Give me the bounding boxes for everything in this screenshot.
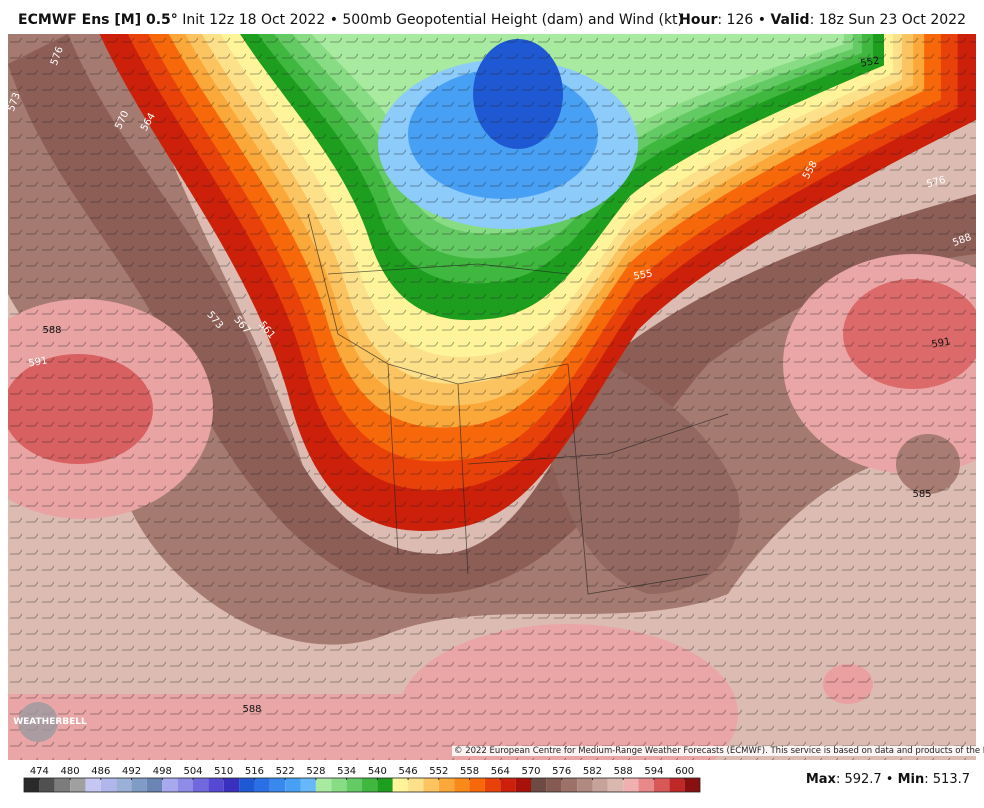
colorbar-label: 510 [214, 766, 233, 777]
colorbar-swatch [162, 778, 178, 792]
colorbar-label: 594 [644, 766, 663, 777]
colorbar-swatch [561, 778, 578, 792]
copyright: © 2022 European Centre for Medium-Range … [452, 746, 984, 756]
min-value: : 513.7 [924, 772, 970, 787]
wind-barbs [8, 34, 976, 760]
colorbar-swatch [638, 778, 654, 792]
colorbar-label: 552 [429, 766, 448, 777]
colorbar-label: 474 [30, 766, 49, 777]
contour-label: 591 [28, 355, 49, 369]
contour-label: 588 [242, 704, 261, 715]
colorbar-swatch [592, 778, 608, 792]
colorbar-frame [23, 777, 701, 793]
colorbar-label: 528 [306, 766, 325, 777]
logo: WEATHERBELL [13, 717, 87, 727]
colorbar-swatch [362, 778, 378, 792]
contour-label: 585 [912, 489, 931, 500]
header-left: ECMWF Ens [M] 0.5° Init 12z 18 Oct 2022 … [18, 12, 683, 28]
colorbar-label: 498 [153, 766, 172, 777]
colorbar-swatch [254, 778, 270, 792]
colorbar-swatch [223, 778, 240, 792]
contour-label: 591 [931, 336, 952, 350]
colorbar-swatch [285, 778, 301, 792]
colorbar-swatch [484, 778, 501, 792]
colorbar-swatch [408, 778, 424, 792]
colorbar-label: 558 [460, 766, 479, 777]
colorbar-swatch [623, 778, 639, 792]
description: Init 12z 18 Oct 2022 • 500mb Geopotentia… [182, 12, 684, 28]
logo-icon [18, 702, 58, 742]
colorbar-label: 534 [337, 766, 356, 777]
colorbar-label: 546 [399, 766, 418, 777]
colorbar-swatch [177, 778, 193, 792]
colorbar-label: 570 [521, 766, 540, 777]
stats: Max: 592.7 • Min: 513.7 [806, 772, 970, 787]
colorbar-swatch [438, 778, 455, 792]
contour-label: 555 [633, 268, 654, 282]
colorbar-label: 492 [122, 766, 141, 777]
header-right: Hour: 126 • Valid: 18z Sun 23 Oct 2022 [679, 12, 966, 28]
max-label: Max [805, 772, 836, 787]
colorbar-swatch [269, 778, 286, 792]
colorbar-swatch [607, 778, 624, 792]
colorbar-swatch [300, 778, 316, 792]
min-label: Min [897, 772, 925, 787]
contour-label: 552 [860, 55, 881, 69]
colorbar-swatch [100, 778, 117, 792]
colorbar-swatch [146, 778, 163, 792]
colorbar-swatch [116, 778, 132, 792]
colorbar-swatch [239, 778, 255, 792]
colorbar-swatch [331, 778, 347, 792]
colorbar-swatch [208, 778, 224, 792]
colorbar-label: 504 [183, 766, 202, 777]
contour-label: 588 [42, 325, 61, 336]
colorbar-label: 576 [552, 766, 571, 777]
colorbar-label: 582 [583, 766, 602, 777]
colorbar-swatch [131, 778, 147, 792]
colorbar-swatch [669, 778, 685, 792]
colorbar-label: 516 [245, 766, 264, 777]
colorbar-swatch [454, 778, 470, 792]
colorbar-swatch [70, 778, 86, 792]
colorbar-swatch [500, 778, 516, 792]
colorbar-label: 486 [91, 766, 110, 777]
colorbar-swatch [392, 778, 409, 792]
colorbar-swatch [377, 778, 393, 792]
colorbar-label: 600 [675, 766, 694, 777]
colorbar-swatch [577, 778, 593, 792]
colorbar-swatch [423, 778, 439, 792]
valid-value: : 18z Sun 23 Oct 2022 [809, 12, 966, 28]
valid-label: Valid [770, 12, 810, 28]
colorbar-swatch [24, 778, 40, 792]
colorbar-label: 564 [491, 766, 510, 777]
colorbar-swatch [193, 778, 209, 792]
colorbar-swatch [315, 778, 332, 792]
max-value: : 592.7 • [835, 772, 898, 787]
colorbar-label: 522 [276, 766, 295, 777]
hour-value: : 126 • [717, 12, 771, 28]
colorbar: 474 480 486 492 498 504 510 516 522 528 534 540 546 5… [23, 766, 701, 793]
colorbar-swatch [684, 778, 700, 792]
colorbar-label: 588 [614, 766, 633, 777]
title: ECMWF Ens [M] 0.5° [18, 12, 178, 28]
colorbar-swatch [546, 778, 562, 792]
colorbar-swatch [85, 778, 101, 792]
contour-label: 576 [925, 175, 946, 191]
colorbar-swatch [469, 778, 485, 792]
borders [307, 213, 729, 595]
colorbar-swatch [346, 778, 362, 792]
colorbar-swatch [653, 778, 670, 792]
colorbar-swatch [39, 778, 55, 792]
colorbar-swatch [515, 778, 531, 792]
hour-label: Hour [679, 12, 718, 28]
colorbar-swatch [54, 778, 71, 792]
colorbar-label: 540 [368, 766, 387, 777]
colorbar-label: 480 [61, 766, 80, 777]
colorbar-swatch [531, 778, 547, 792]
